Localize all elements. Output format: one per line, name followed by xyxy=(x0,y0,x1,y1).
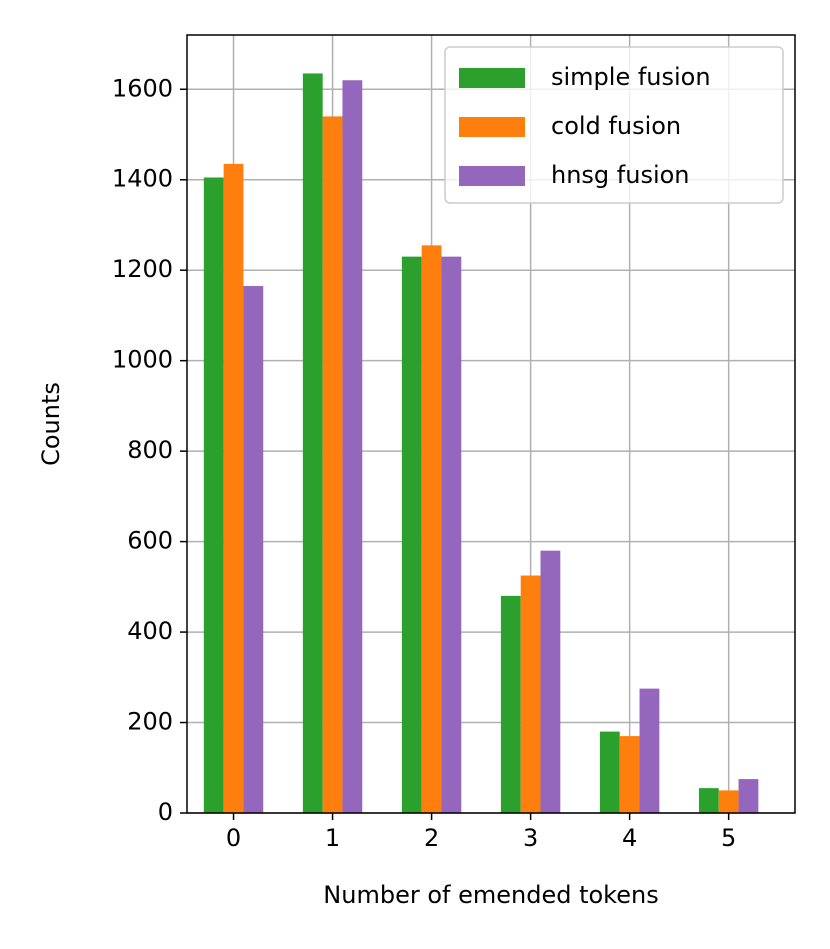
legend-label: simple fusion xyxy=(551,63,711,91)
y-tick-label: 1600 xyxy=(112,74,173,102)
y-tick-label: 1200 xyxy=(112,255,173,283)
bar xyxy=(718,790,739,813)
y-tick-label: 1400 xyxy=(112,165,173,193)
x-tick-label: 1 xyxy=(325,824,340,852)
x-tick-label: 4 xyxy=(622,824,637,852)
bar xyxy=(223,163,244,814)
plot-frame xyxy=(186,34,796,814)
y-tick-label: 1000 xyxy=(112,346,173,374)
bar xyxy=(540,550,561,813)
y-tick-label: 200 xyxy=(127,708,173,736)
legend: simple fusion cold fusion hnsg fusion xyxy=(444,46,784,204)
legend-box xyxy=(444,46,784,204)
bar xyxy=(322,116,343,814)
bar xyxy=(421,245,442,813)
bar xyxy=(243,286,264,813)
bar xyxy=(639,688,660,813)
y-tick-label: 400 xyxy=(127,617,173,645)
bar xyxy=(520,575,541,813)
x-tick-label: 3 xyxy=(523,824,538,852)
legend-label: cold fusion xyxy=(551,112,681,140)
legend-swatch xyxy=(459,68,525,88)
y-tick-label: 600 xyxy=(127,527,173,555)
x-tick-label: 5 xyxy=(721,824,736,852)
bar xyxy=(619,736,640,813)
y-tick-label: 800 xyxy=(127,436,173,464)
bar xyxy=(302,73,323,813)
bar xyxy=(698,788,719,813)
bar xyxy=(441,256,462,813)
bar xyxy=(401,256,422,813)
y-tick-label: 0 xyxy=(158,798,173,826)
x-axis-label: Number of emended tokens xyxy=(323,881,658,909)
legend-swatch xyxy=(459,117,525,137)
legend-swatch xyxy=(459,166,525,186)
bar xyxy=(738,779,759,813)
x-tick-label: 2 xyxy=(424,824,439,852)
legend-label: hnsg fusion xyxy=(551,161,690,189)
bar xyxy=(500,595,521,813)
bar xyxy=(342,80,363,814)
x-tick-label: 0 xyxy=(226,824,241,852)
y-axis-label: Counts xyxy=(37,382,65,466)
bar xyxy=(203,177,224,814)
bar xyxy=(599,731,620,813)
